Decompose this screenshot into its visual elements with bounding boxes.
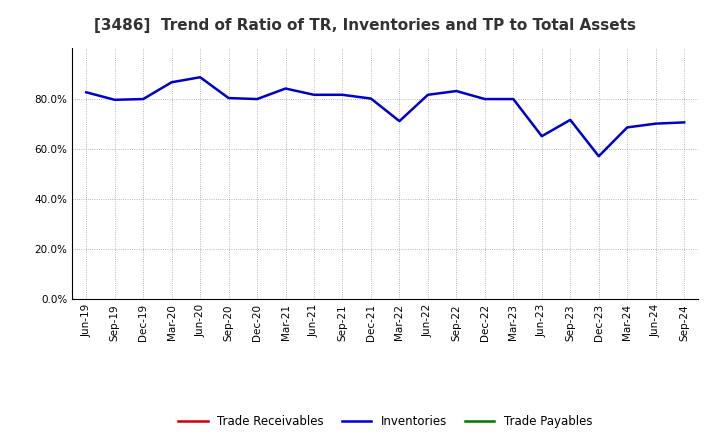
Inventories — [82, 90, 91, 95]
Text: [3486]  Trend of Ratio of TR, Inventories and TP to Total Assets: [3486] Trend of Ratio of TR, Inventories… — [94, 18, 636, 33]
Inventories — [282, 86, 290, 91]
Inventories — [395, 118, 404, 124]
Inventories — [225, 95, 233, 101]
Inventories — [366, 96, 375, 101]
Inventories — [338, 92, 347, 97]
Inventories — [509, 96, 518, 102]
Inventories — [423, 92, 432, 97]
Inventories — [652, 121, 660, 126]
Inventories — [623, 125, 631, 130]
Inventories — [566, 117, 575, 122]
Inventories — [480, 96, 489, 102]
Line: Inventories: Inventories — [86, 77, 684, 156]
Inventories — [680, 120, 688, 125]
Inventories — [452, 88, 461, 94]
Inventories — [167, 80, 176, 85]
Legend: Trade Receivables, Inventories, Trade Payables: Trade Receivables, Inventories, Trade Pa… — [174, 411, 597, 433]
Inventories — [310, 92, 318, 97]
Inventories — [196, 75, 204, 80]
Inventories — [110, 97, 119, 103]
Inventories — [537, 133, 546, 139]
Inventories — [139, 96, 148, 102]
Inventories — [595, 154, 603, 159]
Inventories — [253, 96, 261, 102]
